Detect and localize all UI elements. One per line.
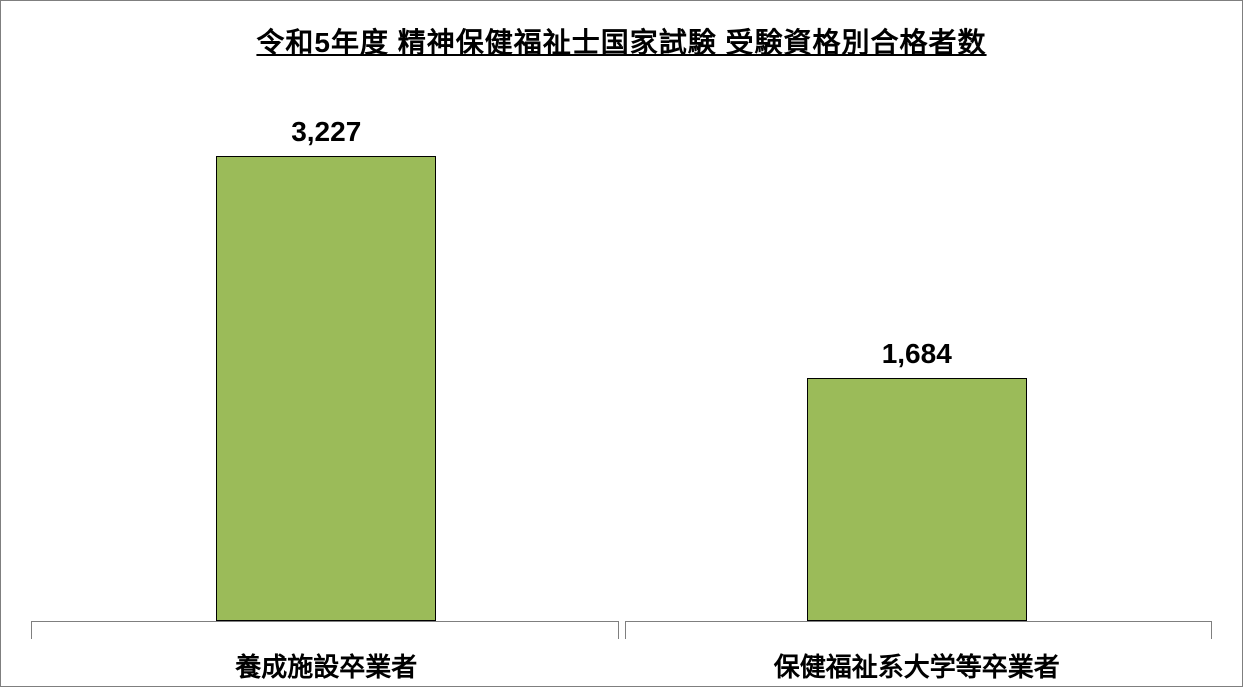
chart-container: 令和5年度 精神保健福祉士国家試験 受験資格別合格者数 3,227 1,684 … — [0, 0, 1243, 687]
bar-0 — [216, 156, 436, 621]
x-tick-1 — [625, 621, 1213, 639]
x-axis-ticks — [31, 621, 1212, 639]
bar-value-1: 1,684 — [882, 338, 952, 370]
bar-group-1: 1,684 — [622, 81, 1213, 621]
bar-group-0: 3,227 — [31, 81, 622, 621]
x-axis-labels: 養成施設卒業者 保健福祉系大学等卒業者 — [31, 639, 1212, 684]
bar-value-0: 3,227 — [291, 116, 361, 148]
x-tick-0 — [31, 621, 619, 639]
chart-title: 令和5年度 精神保健福祉士国家試験 受験資格別合格者数 — [31, 21, 1212, 61]
bar-1 — [807, 378, 1027, 621]
x-label-1: 保健福祉系大学等卒業者 — [622, 639, 1213, 684]
x-label-0: 養成施設卒業者 — [31, 639, 622, 684]
plot-area: 3,227 1,684 — [31, 81, 1212, 621]
